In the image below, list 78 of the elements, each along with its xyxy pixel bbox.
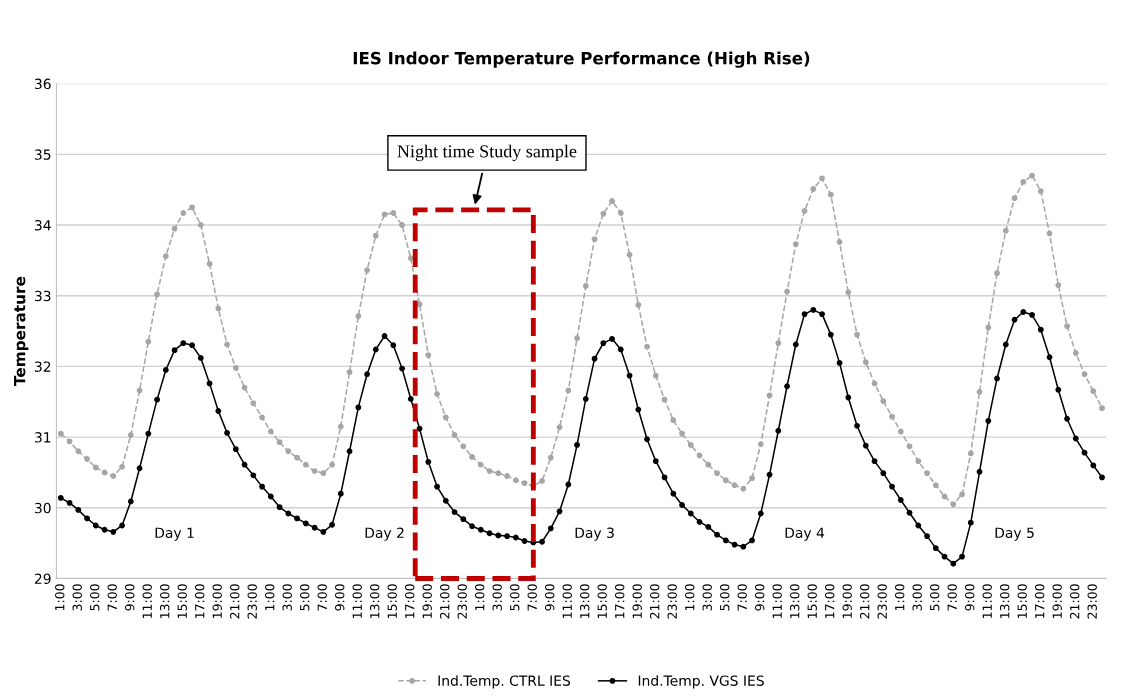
x-tick-label: 11:00: [562, 584, 572, 619]
y-tick-label: 33: [34, 290, 51, 302]
annotation: Day 1: [155, 527, 194, 541]
x-tick-label: 11:00: [142, 584, 152, 619]
x-tick-label: 21:00: [229, 584, 240, 619]
x-tick-label: 5:00: [90, 584, 100, 611]
x-tick-label: 3:00: [702, 584, 712, 611]
x-tick-label: 23:00: [877, 584, 887, 619]
x-tick-label: 23:00: [1087, 584, 1097, 619]
x-tick-label: 19:00: [1052, 584, 1062, 619]
x-tick-label: 17:00: [194, 584, 205, 619]
x-tick-label: 9:00: [124, 584, 135, 611]
y-tick-label: 30: [34, 502, 51, 514]
x-tick-label: 21:00: [859, 584, 870, 619]
x-tick-label: 13:00: [999, 584, 1010, 619]
x-tick-label: 21:00: [1069, 584, 1080, 619]
x-tick-label: 5:00: [509, 584, 520, 611]
x-tick-label: 17:00: [1034, 584, 1045, 619]
x-tick-label: 7:00: [737, 584, 747, 611]
annotation: Day 4: [785, 527, 825, 541]
chart-title: IES Indoor Temperature Performance (High Rise): [353, 51, 810, 68]
x-tick-label: 1:00: [894, 584, 905, 611]
x-tick-label: 3:00: [282, 584, 292, 611]
x-tick-label: 21:00: [649, 584, 660, 619]
x-tick-label: 1:00: [474, 584, 485, 611]
x-tick-label: 1:00: [264, 584, 275, 611]
x-tick-label: 3:00: [492, 584, 502, 611]
x-tick-label: 13:00: [579, 584, 590, 619]
y-tick-label: 32: [34, 361, 51, 372]
x-tick-label: 19:00: [422, 584, 432, 619]
y-tick-label: 34: [34, 220, 51, 231]
annotation: Day 3: [575, 527, 614, 541]
legend-label: Ind.Temp. VGS IES: [638, 675, 764, 689]
y-tick-label: 35: [34, 149, 51, 160]
x-tick-label: 23:00: [667, 584, 677, 619]
annotation: Day 5: [995, 527, 1034, 541]
x-tick-label: 11:00: [352, 584, 362, 619]
x-tick-label: 17:00: [404, 584, 415, 619]
x-tick-label: 1:00: [55, 584, 65, 611]
x-tick-label: 7:00: [317, 584, 327, 611]
x-tick-label: 15:00: [177, 584, 187, 619]
x-tick-label: 13:00: [369, 584, 380, 619]
legend-label: Ind.Temp. CTRL IES: [438, 675, 571, 689]
x-tick-label: 3:00: [912, 584, 922, 611]
annotation: Day 2: [365, 527, 404, 541]
x-tick-label: 7:00: [527, 584, 537, 611]
x-tick-label: 19:00: [212, 584, 222, 619]
x-tick-label: 11:00: [772, 584, 782, 619]
x-tick-label: 9:00: [544, 584, 555, 611]
x-tick-label: 17:00: [614, 584, 625, 619]
x-tick-label: 23:00: [457, 584, 467, 619]
x-tick-label: 5:00: [299, 584, 310, 611]
x-tick-label: 15:00: [1017, 584, 1027, 619]
x-tick-label: 17:00: [824, 584, 835, 619]
x-tick-label: 5:00: [929, 584, 940, 611]
x-tick-label: 1:00: [684, 584, 695, 611]
x-tick-label: 13:00: [159, 584, 170, 619]
x-tick-label: 11:00: [982, 584, 992, 619]
x-tick-label: 15:00: [387, 584, 397, 619]
x-tick-label: 19:00: [842, 584, 852, 619]
x-tick-label: 9:00: [754, 584, 765, 611]
x-tick-label: 9:00: [334, 584, 345, 611]
y-axis-title: Temperature: [14, 276, 29, 386]
x-tick-label: 9:00: [964, 584, 975, 611]
annotation: Night time Study sample: [397, 144, 577, 162]
x-tick-label: 21:00: [439, 584, 450, 619]
x-tick-label: 23:00: [247, 584, 257, 619]
y-tick-label: 29: [34, 573, 51, 584]
x-tick-label: 15:00: [807, 584, 817, 619]
y-tick-label: 36: [34, 78, 51, 90]
x-tick-label: 7:00: [947, 584, 957, 611]
x-tick-label: 7:00: [107, 584, 117, 611]
x-tick-label: 15:00: [597, 584, 607, 619]
x-tick-label: 3:00: [72, 584, 82, 611]
y-tick-label: 31: [34, 432, 51, 443]
x-tick-label: 5:00: [719, 584, 730, 611]
x-tick-label: 19:00: [632, 584, 642, 619]
x-tick-label: 13:00: [789, 584, 800, 619]
